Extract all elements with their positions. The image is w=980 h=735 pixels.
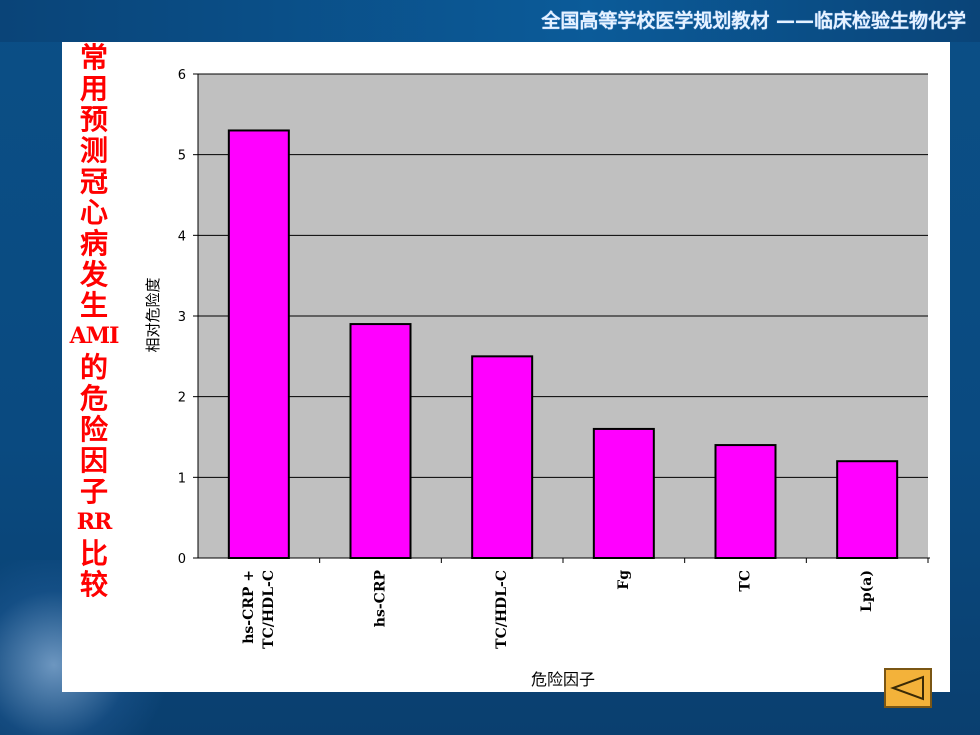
side-title: 常用预测冠心病发生 AMI 的危险因子 RR 比较 xyxy=(66,42,122,692)
side-title-char: 常 xyxy=(79,41,108,74)
side-title-char: 用 xyxy=(79,72,108,105)
x-tick-label: TC xyxy=(738,570,754,592)
bar xyxy=(471,355,534,560)
side-title-char: 的 xyxy=(79,351,108,384)
x-tick-label: Lp(a) xyxy=(859,570,875,612)
side-title-char: 冠 xyxy=(79,165,108,198)
y-tick-label: 4 xyxy=(178,229,186,244)
x-tick-label: Fg xyxy=(616,570,632,590)
side-title-char: 病 xyxy=(79,227,108,260)
side-title-char: 预 xyxy=(79,103,108,136)
y-tick-label: 3 xyxy=(178,310,186,325)
x-axis-label: 危险因子 xyxy=(531,670,595,689)
side-title-char: AMI xyxy=(69,323,120,349)
side-title-char: 比 xyxy=(79,537,108,570)
y-axis-label: 相对危险度 xyxy=(144,277,162,352)
y-tick-label: 5 xyxy=(178,149,186,164)
x-tick-label: TC/HDL-C xyxy=(494,570,510,649)
bar xyxy=(836,460,899,560)
y-tick-label: 0 xyxy=(178,552,186,567)
bar xyxy=(349,323,412,560)
triangle-left-icon xyxy=(890,675,924,701)
bar xyxy=(592,427,655,559)
side-title-char: 心 xyxy=(79,196,108,229)
x-tick-label: hs-CRP xyxy=(373,570,389,628)
x-tick-label: hs-CRP + TC/HDL-C xyxy=(241,570,277,649)
banner-title: 全国高等学校医学规划教材 ——临床检验生物化学 xyxy=(541,10,966,32)
back-button[interactable] xyxy=(884,668,932,708)
y-tick-label: 2 xyxy=(178,391,186,406)
side-title-char: 发 xyxy=(79,258,108,291)
side-title-char: 较 xyxy=(79,568,108,601)
side-title-char: 测 xyxy=(79,134,108,167)
top-banner: 全国高等学校医学规划教材 ——临床检验生物化学 xyxy=(0,0,980,42)
y-tick-label: 1 xyxy=(178,471,186,486)
side-title-char: 险 xyxy=(79,413,108,446)
side-title-char: 危 xyxy=(79,382,108,415)
bar xyxy=(714,444,777,560)
y-tick-label: 6 xyxy=(178,68,186,83)
side-title-char: 子 xyxy=(79,475,108,508)
bar xyxy=(227,129,290,559)
side-title-char: RR xyxy=(76,509,113,535)
side-title-char: 生 xyxy=(79,289,108,322)
side-title-char: 因 xyxy=(79,444,108,477)
